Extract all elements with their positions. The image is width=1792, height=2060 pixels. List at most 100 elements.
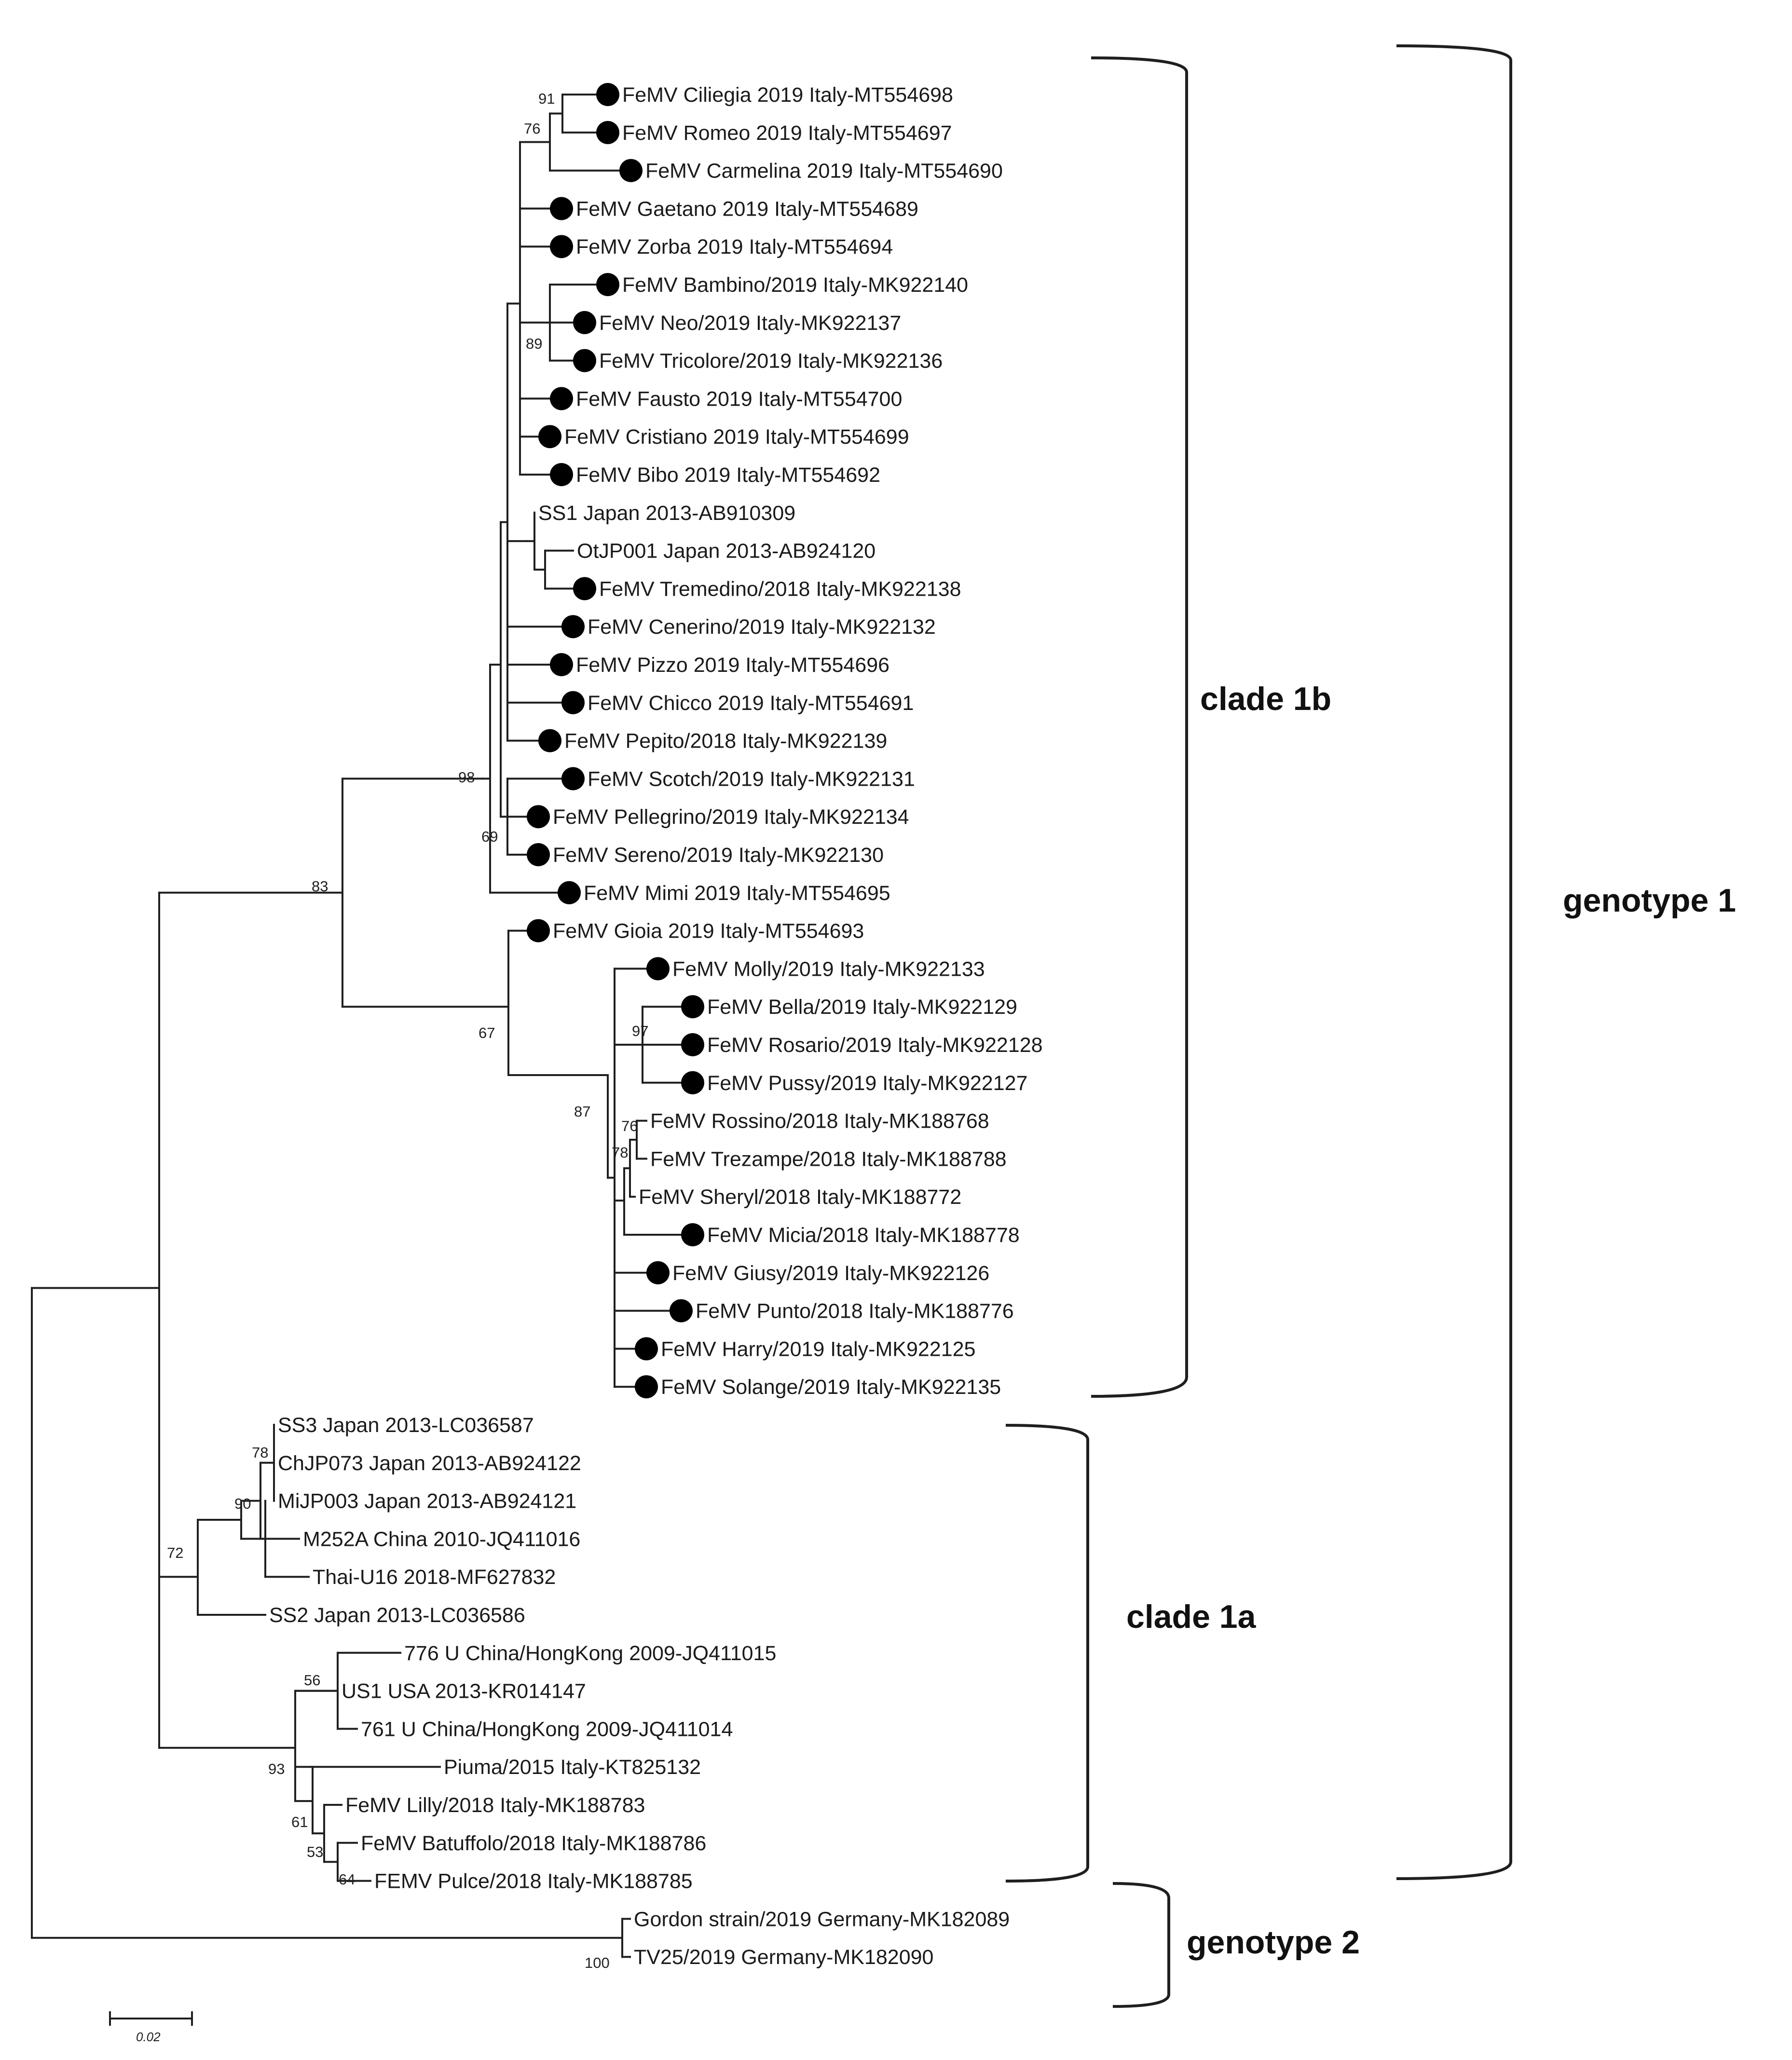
leaf-marker-dot xyxy=(550,197,573,220)
leaf-label: FeMV Gaetano 2019 Italy-MT554689 xyxy=(576,197,918,220)
bootstrap-value: 78 xyxy=(612,1144,628,1161)
bootstrap-value: 61 xyxy=(291,1814,308,1830)
leaf-marker-dot xyxy=(527,843,550,866)
scale-bar: 0.02 xyxy=(109,2011,193,2044)
leaf-marker-dot xyxy=(681,1071,704,1094)
genotype-1-bracket xyxy=(1396,44,1512,1880)
leaf-label: SS3 Japan 2013-LC036587 xyxy=(278,1414,534,1437)
bootstrap-value: 67 xyxy=(479,1024,495,1041)
leaf-label: SS2 Japan 2013-LC036586 xyxy=(269,1604,525,1627)
leaf-label: FeMV Cenerino/2019 Italy-MK922132 xyxy=(588,615,936,639)
leaf-label: FeMV Carmelina 2019 Italy-MT554690 xyxy=(645,160,1003,183)
leaf-label: FeMV Ciliegia 2019 Italy-MT554698 xyxy=(622,83,953,107)
leaf-label: US1 USA 2013-KR014147 xyxy=(342,1680,586,1703)
leaf-marker-dot xyxy=(550,653,573,676)
bootstrap-value: 91 xyxy=(538,90,555,107)
bootstrap-value: 56 xyxy=(304,1672,320,1689)
genotype-2-bracket xyxy=(1112,1882,1170,2008)
leaf-label: SS1 Japan 2013-AB910309 xyxy=(538,502,795,525)
leaf-labels: FeMV Ciliegia 2019 Italy-MT554698 FeMV Ro… xyxy=(269,83,1043,1969)
leaf-label: FeMV Romeo 2019 Italy-MT554697 xyxy=(622,122,952,145)
leaf-label: FeMV Bella/2019 Italy-MK922129 xyxy=(707,996,1017,1019)
leaf-label: FeMV Cristiano 2019 Italy-MT554699 xyxy=(564,425,909,449)
leaf-marker-dot xyxy=(681,995,704,1019)
leaf-label: FeMV Pellegrino/2019 Italy-MK922134 xyxy=(553,805,909,829)
leaf-label: FeMV Micia/2018 Italy-MK188778 xyxy=(707,1224,1020,1247)
leaf-marker-dot xyxy=(550,387,573,410)
bootstrap-value: 97 xyxy=(632,1023,648,1039)
leaf-marker-dot xyxy=(561,691,585,714)
scale-bar-label: 0.02 xyxy=(136,2030,161,2044)
leaf-label: FeMV Zorba 2019 Italy-MT554694 xyxy=(576,235,893,259)
leaf-marker-dot xyxy=(596,121,619,144)
leaf-label: FeMV Batuffolo/2018 Italy-MK188786 xyxy=(361,1832,706,1855)
leaf-marker-dot xyxy=(538,425,561,449)
leaf-marker-dot xyxy=(646,1261,670,1284)
bootstrap-value: 69 xyxy=(481,828,498,845)
leaf-marker-dot xyxy=(527,805,550,829)
bootstrap-value: 83 xyxy=(312,878,328,895)
leaf-label: Piuma/2015 Italy-KT825132 xyxy=(444,1756,701,1779)
leaf-label: FeMV Fausto 2019 Italy-MT554700 xyxy=(576,387,902,410)
leaf-label: FeMV Scotch/2019 Italy-MK922131 xyxy=(588,767,915,791)
leaf-label: MiJP003 Japan 2013-AB924121 xyxy=(278,1490,576,1513)
leaf-marker-dot xyxy=(635,1375,658,1399)
leaf-label: FeMV Gioia 2019 Italy-MT554693 xyxy=(553,920,864,943)
bootstrap-value: 53 xyxy=(307,1843,323,1860)
leaf-label: FeMV Lilly/2018 Italy-MK188783 xyxy=(345,1794,645,1817)
leaf-label: FeMV Sereno/2019 Italy-MK922130 xyxy=(553,844,884,867)
bootstrap-value: 89 xyxy=(526,335,542,352)
leaf-marker-dot xyxy=(550,235,573,259)
leaf-marker-dot xyxy=(596,273,619,296)
leaf-label: FeMV Punto/2018 Italy-MK188776 xyxy=(696,1300,1014,1323)
leaf-marker-dot xyxy=(573,349,596,372)
leaf-label: 761 U China/HongKong 2009-JQ411014 xyxy=(361,1718,733,1741)
bootstrap-value: 72 xyxy=(167,1544,183,1561)
leaf-marker-dot xyxy=(635,1337,658,1361)
leaf-marker-dot xyxy=(561,615,585,639)
leaf-label: TV25/2019 Germany-MK182090 xyxy=(634,1946,933,1969)
bootstrap-value: 87 xyxy=(574,1103,590,1120)
leaf-marker-dot xyxy=(681,1223,704,1246)
bootstrap-value: 90 xyxy=(234,1495,251,1512)
leaf-label: FeMV Pepito/2018 Italy-MK922139 xyxy=(564,730,887,753)
leaf-marker-dot xyxy=(527,919,550,942)
leaf-label: FeMV Rossino/2018 Italy-MK188768 xyxy=(650,1110,989,1133)
clade-1b-bracket xyxy=(1091,56,1188,1398)
leaf-label: ChJP073 Japan 2013-AB924122 xyxy=(278,1452,581,1475)
leaf-label: FeMV Chicco 2019 Italy-MT554691 xyxy=(588,692,914,715)
leaf-label: FeMV Trezampe/2018 Italy-MK188788 xyxy=(650,1147,1007,1171)
leaf-marker-dot xyxy=(646,957,670,981)
leaf-marker-dot xyxy=(561,767,585,791)
leaf-label: FeMV Harry/2019 Italy-MK922125 xyxy=(661,1337,975,1361)
leaf-label: FeMV Bibo 2019 Italy-MT554692 xyxy=(576,464,880,487)
leaf-label: FeMV Molly/2019 Italy-MK922133 xyxy=(672,957,985,981)
clade-1a-bracket xyxy=(1005,1424,1089,1883)
leaf-marker-dot xyxy=(596,83,619,106)
genotype-2-label: genotype 2 xyxy=(1187,1924,1360,1961)
leaf-marker-dot xyxy=(550,463,573,486)
leaf-label: FeMV Solange/2019 Italy-MK922135 xyxy=(661,1376,1001,1399)
clade-1a-label: clade 1a xyxy=(1126,1598,1257,1635)
bootstrap-value: 76 xyxy=(621,1118,638,1134)
leaf-label: FeMV Rosario/2019 Italy-MK922128 xyxy=(707,1034,1043,1057)
leaf-label: 776 U China/HongKong 2009-JQ411015 xyxy=(404,1642,776,1665)
leaf-label: FeMV Tremedino/2018 Italy-MK922138 xyxy=(599,577,961,600)
genotype-1-label: genotype 1 xyxy=(1563,882,1736,919)
bootstrap-value: 78 xyxy=(252,1444,268,1461)
leaf-label: FeMV Mimi 2019 Italy-MT554695 xyxy=(584,882,890,905)
leaf-label: FEMV Pulce/2018 Italy-MK188785 xyxy=(374,1870,693,1893)
leaf-markers xyxy=(527,83,704,1399)
bootstrap-value: 93 xyxy=(268,1760,285,1777)
bootstrap-value: 76 xyxy=(524,120,540,137)
leaf-label: FeMV Pussy/2019 Italy-MK922127 xyxy=(707,1072,1027,1095)
clade-1b-label: clade 1b xyxy=(1200,681,1331,717)
leaf-label: OtJP001 Japan 2013-AB924120 xyxy=(577,540,875,563)
leaf-marker-dot xyxy=(681,1033,704,1056)
leaf-marker-dot xyxy=(558,881,581,904)
bootstrap-values: 91 76 89 98 69 83 67 97 87 76 78 78 90 72 56 93 61 53 64 10… xyxy=(167,90,648,1971)
leaf-marker-dot xyxy=(538,729,561,752)
leaf-label: FeMV Tricolore/2019 Italy-MK922136 xyxy=(599,350,943,373)
leaf-label: FeMV Sheryl/2018 Italy-MK188772 xyxy=(639,1186,961,1209)
leaf-label: M252A China 2010-JQ411016 xyxy=(303,1528,580,1551)
